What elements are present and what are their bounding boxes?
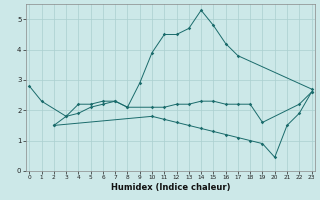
X-axis label: Humidex (Indice chaleur): Humidex (Indice chaleur)	[111, 183, 230, 192]
